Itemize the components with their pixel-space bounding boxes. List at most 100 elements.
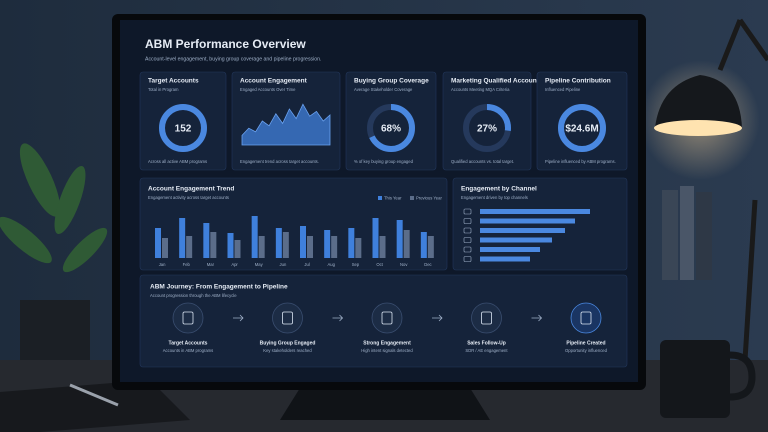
step-title: Buying Group Engaged: [260, 340, 316, 346]
kpi-value: 68%: [381, 124, 401, 135]
kpi-title: Target Accounts: [148, 78, 199, 85]
bar: [210, 232, 217, 258]
legend-swatch: [378, 196, 382, 200]
step-glyph: [580, 311, 592, 325]
bar: [379, 236, 386, 258]
card: [536, 71, 628, 171]
bar: [234, 240, 241, 258]
step-glyph: [182, 311, 194, 325]
channel-icon: [463, 218, 472, 224]
bar: [348, 228, 355, 258]
step-arrow: [432, 314, 443, 322]
step-icon: [172, 302, 204, 334]
bar: [324, 230, 331, 258]
kpi-caption: Qualified accounts vs. total target.: [451, 159, 514, 164]
monitor-stand: [280, 388, 490, 420]
step-title: Pipeline Created: [566, 340, 605, 346]
plant: [0, 143, 108, 360]
ring-value: [463, 104, 511, 152]
step-subtitle: Opportunity influenced: [565, 348, 608, 353]
x-tick-label: Jun: [280, 262, 287, 267]
bar: [403, 230, 410, 258]
dashboard-title: ABM Performance Overview: [145, 37, 306, 51]
kpi-value: 152: [175, 124, 192, 135]
card: [139, 71, 227, 171]
bar: [275, 228, 282, 258]
chart-title: Account Engagement Trend: [148, 186, 234, 193]
x-tick-label: Nov: [400, 262, 408, 267]
bar: [203, 223, 210, 258]
kpi-subtitle: Influenced Pipeline: [545, 87, 581, 92]
legend-label: This Year: [384, 196, 402, 201]
step-arrow: [332, 314, 344, 322]
kpi-value: 27%: [477, 124, 497, 135]
bar: [355, 238, 362, 258]
step-subtitle: High intent signals detected: [361, 348, 413, 353]
mug: [660, 340, 756, 418]
step-title: Sales Follow-Up: [467, 340, 506, 346]
chart-subtitle: Engagement activity across target accoun…: [148, 195, 229, 200]
bar: [396, 220, 403, 258]
kpi-subtitle: Total in Program: [148, 87, 179, 92]
bar: [162, 238, 168, 258]
kpi-subtitle: Accounts Meeting MQA Criteria: [451, 87, 510, 92]
bar: [480, 209, 590, 214]
bar: [179, 218, 186, 258]
x-tick-label: Mar: [207, 262, 215, 267]
legend-label: Previous Year: [416, 196, 442, 201]
bar: [480, 237, 552, 243]
step-glyph: [381, 311, 393, 325]
step-subtitle: Accounts in ABM programs: [163, 348, 214, 353]
x-tick-label: Apr: [231, 262, 238, 267]
step-arrow: [531, 314, 543, 322]
bar: [186, 236, 193, 258]
x-tick-label: Sep: [352, 262, 360, 267]
dashboard-subtitle: Account-level engagement, buying group c…: [145, 56, 322, 62]
kpi-caption: % of key buying group engaged: [354, 159, 414, 164]
x-tick-label: Dec: [424, 262, 431, 267]
kpi-caption: Across all active ABM programs: [148, 159, 207, 164]
step-glyph: [481, 311, 492, 325]
bar: [331, 236, 338, 258]
step-icon: [272, 302, 303, 334]
kpi-title: Pipeline Contribution: [545, 78, 611, 85]
bar: [227, 233, 234, 258]
bar: [251, 216, 258, 258]
bar: [480, 218, 575, 224]
channel-icon: [463, 246, 472, 253]
step-subtitle: Key stakeholders reached: [263, 348, 312, 353]
bar: [258, 236, 265, 258]
lamp: [640, 18, 768, 361]
channel-icon: [463, 227, 472, 234]
step-title: Target Accounts: [169, 340, 208, 346]
bar: [480, 247, 540, 252]
bar: [155, 228, 161, 258]
x-tick-label: Aug: [328, 262, 336, 267]
kpi-caption: Engagement trend across target accounts.: [240, 159, 319, 164]
channel-icon: [463, 237, 472, 243]
bar: [420, 232, 427, 258]
card: [345, 71, 437, 171]
x-tick-label: Jan: [159, 262, 166, 267]
card: [139, 177, 448, 271]
ring-value: [367, 104, 415, 152]
kpi-subtitle: Engaged Accounts Over Time: [240, 87, 296, 92]
journey-title: ABM Journey: From Engagement to Pipeline: [150, 284, 288, 291]
engagement-area: [241, 103, 331, 146]
notebook: [0, 380, 190, 432]
step-arrow: [233, 314, 244, 322]
x-tick-label: Jul: [304, 262, 309, 267]
bar: [480, 228, 565, 233]
channel-icon: [463, 256, 472, 262]
ring: [558, 104, 606, 152]
x-tick-label: Feb: [183, 262, 191, 267]
card: [442, 71, 532, 171]
step-subtitle: SDR / AE engagement: [465, 348, 508, 353]
ring: [159, 104, 207, 152]
bar: [282, 232, 289, 258]
books: [662, 186, 712, 280]
kpi-value: $24.6M: [565, 124, 598, 135]
bar: [427, 236, 434, 258]
